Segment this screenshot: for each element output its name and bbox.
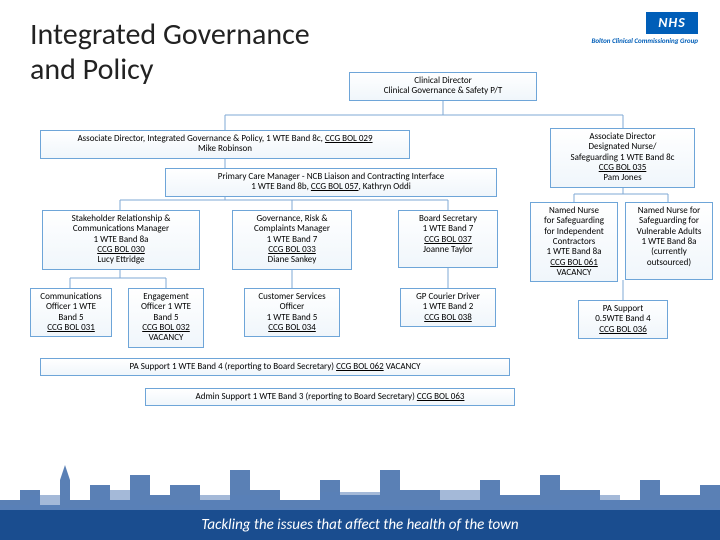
org-box-primary_care_mgr: Primary Care Manager - NCB Liaison and C… [165,168,497,197]
org-box-clinical_director: Clinical DirectorClinical Governance & S… [349,72,537,101]
org-box-named_nurse_va: Named Nurse forSafeguarding forVulnerabl… [625,202,713,280]
org-box-pa_support_small: PA Support0.5WTE Band 4CCG BOL 036 [578,300,668,339]
org-box-stakeholder_mgr: Stakeholder Relationship &Communications… [42,210,200,270]
org-box-gp_courier: GP Courier Driver1 WTE Band 2CCG BOL 038 [400,288,496,327]
org-box-admin_support: Admin Support 1 WTE Band 3 (reporting to… [145,388,515,406]
nhs-logo: NHS [646,12,698,34]
org-box-gov_risk_mgr: Governance, Risk &Complaints Manager1 WT… [232,210,352,270]
org-box-comms_officer: CommunicationsOfficer 1 WTEBand 5CCG BOL… [30,288,112,337]
org-box-cust_services: Customer ServicesOfficer1 WTE Band 5CCG … [244,288,340,337]
org-box-assoc_dir_nurse: Associate DirectorDesignated Nurse/Safeg… [550,128,695,188]
footer-tagline: Tackling the issues that affect the heal… [0,516,720,534]
org-box-named_nurse_ic: Named Nursefor Safeguardingfor Independe… [530,202,618,282]
org-box-pa_support_band4: PA Support 1 WTE Band 4 (reporting to Bo… [40,358,510,376]
org-box-board_sec: Board Secretary1 WTE Band 7CCG BOL 037Jo… [398,210,498,268]
page-title: Integrated Governanceand Policy [30,18,310,87]
nhs-subtitle: Bolton Clinical Commissioning Group [591,36,698,45]
org-box-assoc_dir_igp: Associate Director, Integrated Governanc… [40,130,410,159]
org-box-engagement_officer: EngagementOfficer 1 WTEBand 5CCG BOL 032… [128,288,204,348]
